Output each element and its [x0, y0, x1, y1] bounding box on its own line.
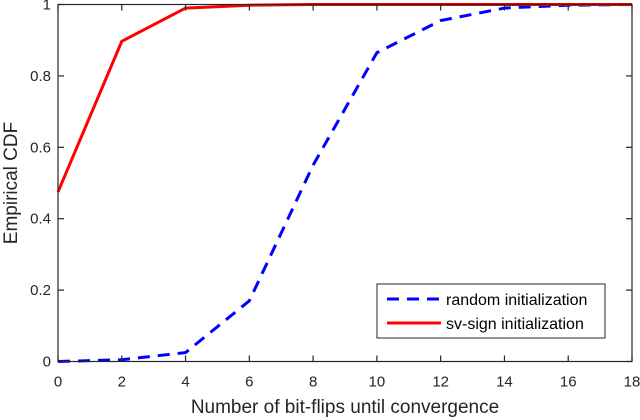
legend-label-2: sv-sign initialization: [446, 316, 584, 333]
x-axis-label: Number of bit-flips until convergence: [191, 397, 499, 418]
legend-box: [376, 283, 606, 339]
y-tick-label: 0.2: [30, 282, 51, 299]
y-tick-label: 1: [43, 0, 51, 14]
legend-label-1: random initialization: [446, 292, 587, 309]
series-line-2: [56, 3, 632, 193]
axes: 0 2 4 6 8 10 12 14 16 18 0 0.2 0.4 0.6 0.8 1: [30, 0, 640, 391]
x-tick-label: 12: [432, 374, 449, 391]
x-tick-label: 18: [624, 374, 640, 391]
x-tick-label: 4: [181, 374, 189, 391]
y-tick-label: 0.8: [30, 68, 51, 85]
x-tick-label: 6: [245, 374, 253, 391]
x-tick-label: 16: [560, 374, 577, 391]
axes-box: [57, 3, 633, 363]
series-line-1: [57, 3, 633, 363]
x-tick-label: 14: [496, 374, 513, 391]
y-tick-label: 0: [43, 354, 51, 371]
x-tick-label: 8: [309, 374, 317, 391]
x-tick-label: 2: [118, 374, 126, 391]
y-tick-label: 0.4: [30, 211, 51, 228]
y-tick-label: 0.6: [30, 139, 51, 156]
x-tick-label: 10: [369, 374, 386, 391]
y-axis-label: Empirical CDF: [1, 122, 22, 244]
x-tick-label: 0: [54, 374, 62, 391]
legend: random initialization sv-sign initializat…: [376, 283, 606, 339]
